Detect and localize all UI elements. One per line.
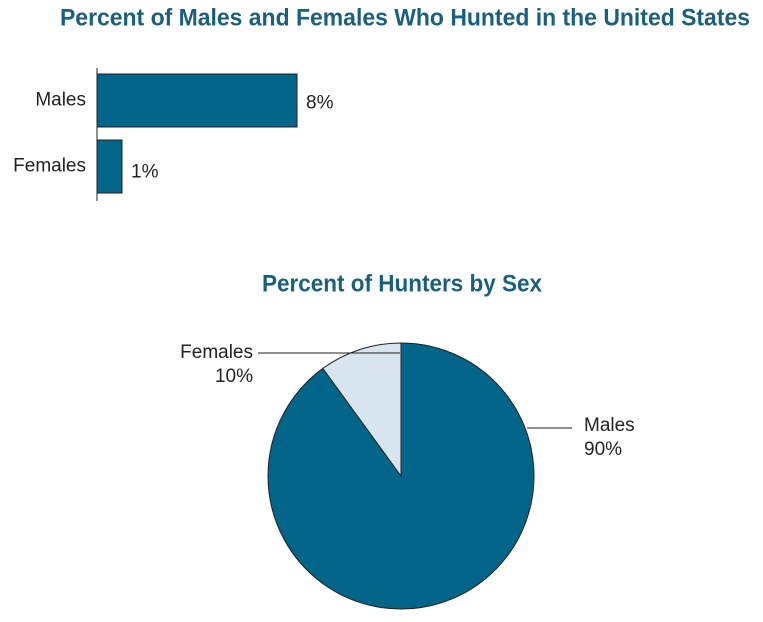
bar-chart-title: Percent of Males and Females Who Hunted …	[60, 4, 750, 31]
pie-slice	[322, 342, 402, 478]
value-label: 8%	[306, 93, 334, 114]
bar	[96, 73, 298, 128]
category-label: Females	[13, 156, 86, 177]
bar	[96, 139, 123, 194]
slice-value: 10%	[215, 366, 253, 387]
slice-label: Males	[584, 415, 635, 436]
slice-label: Females	[180, 342, 253, 363]
value-label: 1%	[131, 162, 159, 183]
category-label: Males	[35, 90, 86, 111]
pie-chart-title: Percent of Hunters by Sex	[262, 270, 543, 297]
slice-value: 90%	[584, 439, 622, 460]
